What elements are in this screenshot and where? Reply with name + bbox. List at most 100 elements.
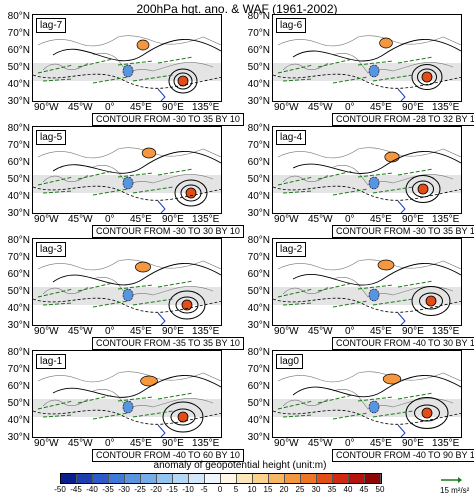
latitude-label: 80°N xyxy=(247,11,270,22)
colorbar-swatch xyxy=(285,474,301,483)
latitude-label: 60°N xyxy=(247,157,270,168)
map-plot: lag-3 xyxy=(32,238,222,326)
longitude-label: 0° xyxy=(105,326,115,337)
colorbar-tick-label: 5 xyxy=(233,485,239,494)
colorbar-swatch xyxy=(205,474,221,483)
latitude-label: 80°N xyxy=(7,235,30,246)
longitude-label: 90°W xyxy=(274,326,299,337)
longitude-label: 45°E xyxy=(130,438,152,449)
longitude-label: 90°W xyxy=(274,214,299,225)
map-plot: lag-1 xyxy=(32,350,222,438)
latitude-label: 60°N xyxy=(247,381,270,392)
colorbar-swatch xyxy=(77,474,93,483)
map-panel: lag0 80°N 70°N 60°N 50°N 40°N 30°N 90°W 45°W 0° 45… xyxy=(248,348,474,462)
longitude-label: 45°E xyxy=(130,214,152,225)
latitude-label: 70°N xyxy=(247,364,270,375)
map-plot: lag0 xyxy=(272,350,462,438)
latitude-label: 80°N xyxy=(7,123,30,134)
colorbar-swatch xyxy=(301,474,317,483)
colorbar-tick-label: 10 xyxy=(247,485,257,494)
latitude-label: 60°N xyxy=(7,157,30,168)
latitude-label: 40°N xyxy=(247,79,270,90)
longitude-label: 45°E xyxy=(370,438,392,449)
map-plot: lag-7 xyxy=(32,14,222,102)
longitude-label: 90°W xyxy=(34,438,59,449)
latitude-label: 50°N xyxy=(7,398,30,409)
colorbar-tick-label: -20 xyxy=(150,485,162,494)
longitude-label: 135°E xyxy=(192,102,220,113)
contour-info: CONTOUR FROM -40 TO 90 BY 10 xyxy=(332,449,474,462)
latitude-label: 30°N xyxy=(247,432,270,443)
colorbar-tick-label: 30 xyxy=(311,485,321,494)
longitude-label: 90°E xyxy=(162,102,184,113)
contour-info: CONTOUR FROM -30 TO 35 BY 10 xyxy=(332,225,474,238)
latitude-label: 40°N xyxy=(247,191,270,202)
lag-label: lag-4 xyxy=(276,130,307,145)
latitude-label: 50°N xyxy=(247,286,270,297)
longitude-label: 90°E xyxy=(162,326,184,337)
latitude-label: 50°N xyxy=(7,62,30,73)
colorbar-tick-label: 45 xyxy=(359,485,369,494)
latitude-label: 50°N xyxy=(247,398,270,409)
contour-info: CONTOUR FROM -28 TO 32 BY 10 xyxy=(332,113,474,126)
lag-label: lag-7 xyxy=(36,18,67,33)
longitude-label: 45°W xyxy=(68,214,93,225)
map-plot: lag-5 xyxy=(32,126,222,214)
map-panel: lag-6 80°N 70°N 60°N 50°N 40°N 30°N 90°W 45°W 0° 4… xyxy=(248,12,474,126)
reference-arrow-icon xyxy=(441,477,462,483)
colorbar-swatch xyxy=(173,474,189,483)
map-drawing xyxy=(273,35,461,101)
lag-label: lag-5 xyxy=(36,130,67,145)
colorbar-tick-label: -10 xyxy=(182,485,194,494)
latitude-label: 60°N xyxy=(247,269,270,280)
latitude-label: 30°N xyxy=(247,208,270,219)
contour-info: CONTOUR FROM -35 TO 35 BY 10 xyxy=(92,337,244,350)
contour-info: CONTOUR FROM -30 TO 30 BY 10 xyxy=(92,225,244,238)
colorbar-swatch xyxy=(269,474,285,483)
colorbar-swatch xyxy=(365,474,381,483)
longitude-label: 0° xyxy=(105,214,115,225)
latitude-label: 80°N xyxy=(247,123,270,134)
reference-vector: 15 m²/s² xyxy=(440,476,469,495)
latitude-label: 50°N xyxy=(247,174,270,185)
map-plot: lag-6 xyxy=(272,14,462,102)
latitude-label: 50°N xyxy=(7,286,30,297)
colorbar-tick-label: 35 xyxy=(327,485,337,494)
map-drawing xyxy=(33,259,221,325)
map-panel: lag-3 80°N 70°N 60°N 50°N 40°N 30°N 90°W 45°W 0° 4… xyxy=(8,236,244,350)
latitude-label: 40°N xyxy=(247,415,270,426)
colorbar-tick-label: 15 xyxy=(263,485,273,494)
longitude-label: 135°E xyxy=(432,102,460,113)
longitude-label: 0° xyxy=(345,438,355,449)
colorbar-swatch xyxy=(141,474,157,483)
colorbar-tick-label: -25 xyxy=(134,485,146,494)
longitude-label: 90°W xyxy=(34,326,59,337)
latitude-label: 70°N xyxy=(7,28,30,39)
contour-info: CONTOUR FROM -40 TO 60 BY 10 xyxy=(92,449,244,462)
colorbar-swatch xyxy=(333,474,349,483)
colorbar-swatch xyxy=(93,474,109,483)
colorbar-swatch xyxy=(237,474,253,483)
latitude-label: 50°N xyxy=(247,62,270,73)
latitude-label: 80°N xyxy=(7,347,30,358)
latitude-label: 30°N xyxy=(7,208,30,219)
longitude-label: 90°W xyxy=(274,438,299,449)
longitude-label: 45°E xyxy=(130,102,152,113)
latitude-label: 80°N xyxy=(247,235,270,246)
longitude-label: 45°W xyxy=(308,326,333,337)
latitude-label: 50°N xyxy=(7,174,30,185)
longitude-label: 45°E xyxy=(370,214,392,225)
colorbar-tick-label: 20 xyxy=(279,485,289,494)
longitude-label: 135°E xyxy=(432,326,460,337)
longitude-label: 135°E xyxy=(192,326,220,337)
longitude-label: 90°E xyxy=(402,326,424,337)
latitude-label: 30°N xyxy=(247,96,270,107)
longitude-label: 0° xyxy=(345,102,355,113)
latitude-label: 40°N xyxy=(7,79,30,90)
map-drawing xyxy=(33,147,221,213)
latitude-label: 70°N xyxy=(247,252,270,263)
colorbar-tick-label: -40 xyxy=(86,485,98,494)
reference-vector-label: 15 m²/s² xyxy=(440,486,470,495)
colorbar-swatch xyxy=(61,474,77,483)
colorbar-swatch xyxy=(317,474,333,483)
